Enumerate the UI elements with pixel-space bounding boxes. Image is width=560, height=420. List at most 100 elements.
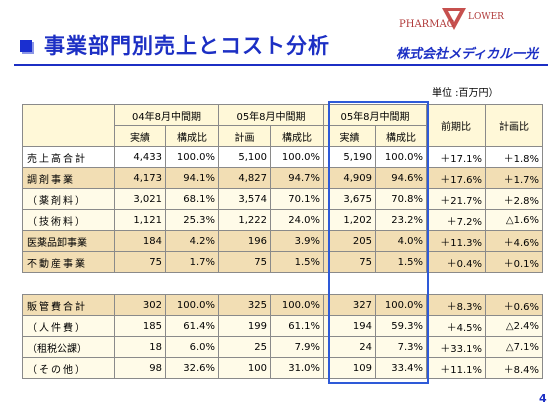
cell: 1,202: [323, 209, 376, 231]
header-vs-plan: 計画比: [485, 104, 543, 147]
cell: 23.2%: [375, 209, 427, 231]
cell: ＋17.6%: [426, 167, 486, 189]
cell: △2.4%: [485, 315, 543, 337]
header-group-05-actual: 05年8月中間期: [323, 104, 427, 126]
table-row-personnel: （人件費） 185 61.4% 199 61.1% 194 59.3% ＋4.5…: [22, 315, 543, 337]
page-title: 事業部門別売上とコスト分析: [44, 34, 330, 58]
table-row-dispensing: 調剤事業 4,173 94.1% 4,827 94.7% 4,909 94.6%…: [22, 167, 543, 189]
cell: 302: [114, 294, 166, 316]
cell: 94.7%: [270, 167, 324, 189]
cell: 4,909: [323, 167, 376, 189]
row-label: 不動産事業: [22, 251, 115, 273]
cell: △1.6%: [485, 209, 543, 231]
cell: ＋1.7%: [485, 167, 543, 189]
cell: 3,021: [114, 188, 166, 210]
cell: 3,574: [218, 188, 271, 210]
cell: ＋11.3%: [426, 230, 486, 252]
company-logo: PHARMAC LOWER 株式会社メディカル一光: [396, 6, 546, 64]
cell: ＋0.4%: [426, 251, 486, 273]
logo-company-name: 株式会社メディカル一光: [396, 47, 539, 62]
cell: 61.4%: [165, 315, 219, 337]
header-row-subs: 実績 構成比 計画 構成比 実績 構成比: [23, 125, 543, 147]
cell: ＋0.6%: [485, 294, 543, 316]
header-sub: 構成比: [165, 125, 219, 147]
cell: 199: [218, 315, 271, 337]
header-group-04-actual: 04年8月中間期: [114, 104, 219, 126]
logo-triangle-inner-icon: [448, 11, 460, 22]
cell: 327: [323, 294, 376, 316]
cell: 33.4%: [375, 357, 427, 379]
cell: ＋33.1%: [426, 336, 486, 358]
cell: ＋2.8%: [485, 188, 543, 210]
title-bullet-square: [20, 40, 32, 52]
title-underline: [14, 64, 548, 66]
header-sub: 計画: [218, 125, 271, 147]
cell: ＋8.4%: [485, 357, 543, 379]
cell: 98: [114, 357, 166, 379]
cell: 1.5%: [270, 251, 324, 273]
logo-lower-text: LOWER: [468, 12, 504, 22]
cell: ＋21.7%: [426, 188, 486, 210]
header-vs-prev: 前期比: [426, 104, 486, 147]
cell: 24.0%: [270, 209, 324, 231]
cell: 100.0%: [270, 294, 324, 316]
cell: 94.6%: [375, 167, 427, 189]
cell: 6.0%: [165, 336, 219, 358]
cell: 3,675: [323, 188, 376, 210]
cell: 7.9%: [270, 336, 324, 358]
cell: 4,433: [114, 146, 166, 168]
header-sub: 構成比: [270, 125, 324, 147]
cell: 325: [218, 294, 271, 316]
cell: 5,100: [218, 146, 271, 168]
cell: 185: [114, 315, 166, 337]
table-row-real-estate: 不動産事業 75 1.7% 75 1.5% 75 1.5% ＋0.4% ＋0.1…: [22, 251, 543, 273]
cell: 61.1%: [270, 315, 324, 337]
cell: 75: [218, 251, 271, 273]
header-corner: [22, 104, 115, 147]
cell: 3.9%: [270, 230, 324, 252]
cell: 70.8%: [375, 188, 427, 210]
row-label: （薬剤料）: [22, 188, 115, 210]
cell: ＋7.2%: [426, 209, 486, 231]
cell: 100.0%: [165, 294, 219, 316]
cell: △7.1%: [485, 336, 543, 358]
cell: 94.1%: [165, 167, 219, 189]
sga-table: 販管費合計 302 100.0% 325 100.0% 327 100.0% ＋…: [22, 294, 543, 379]
cell: 194: [323, 315, 376, 337]
cell: 109: [323, 357, 376, 379]
table-row-sga-total: 販管費合計 302 100.0% 325 100.0% 327 100.0% ＋…: [22, 294, 543, 316]
cell: 4.2%: [165, 230, 219, 252]
cell: 184: [114, 230, 166, 252]
header-sub: 実績: [114, 125, 166, 147]
cell: 4,173: [114, 167, 166, 189]
cell: ＋1.8%: [485, 146, 543, 168]
row-label: 調剤事業: [22, 167, 115, 189]
cell: 1,222: [218, 209, 271, 231]
cell: 1,121: [114, 209, 166, 231]
cell: 25.3%: [165, 209, 219, 231]
row-label: 医薬品卸事業: [22, 230, 115, 252]
cell: 75: [114, 251, 166, 273]
cell: 24: [323, 336, 376, 358]
cell: ＋4.5%: [426, 315, 486, 337]
table-row-taxes: （租税公課） 18 6.0% 25 7.9% 24 7.3% ＋33.1% △7…: [22, 336, 543, 358]
row-label: 販管費合計: [22, 294, 115, 316]
cell: 4.0%: [375, 230, 427, 252]
header-sub: 実績: [323, 125, 376, 147]
cell: 205: [323, 230, 376, 252]
table-row-wholesale: 医薬品卸事業 184 4.2% 196 3.9% 205 4.0% ＋11.3%…: [22, 230, 543, 252]
row-label: 売上高合計: [22, 146, 115, 168]
cell: 196: [218, 230, 271, 252]
page-number: 4: [539, 392, 547, 405]
cell: 75: [323, 251, 376, 273]
row-label: （技術料）: [22, 209, 115, 231]
table-row-other: （その他） 98 32.6% 100 31.0% 109 33.4% ＋11.1…: [22, 357, 543, 379]
cell: 1.7%: [165, 251, 219, 273]
cell: 5,190: [323, 146, 376, 168]
row-label: （租税公課）: [22, 336, 115, 358]
cell: 100.0%: [375, 294, 427, 316]
unit-label: 単位 :百万円）: [432, 88, 499, 99]
cell: ＋0.1%: [485, 251, 543, 273]
cell: 31.0%: [270, 357, 324, 379]
cell: 25: [218, 336, 271, 358]
